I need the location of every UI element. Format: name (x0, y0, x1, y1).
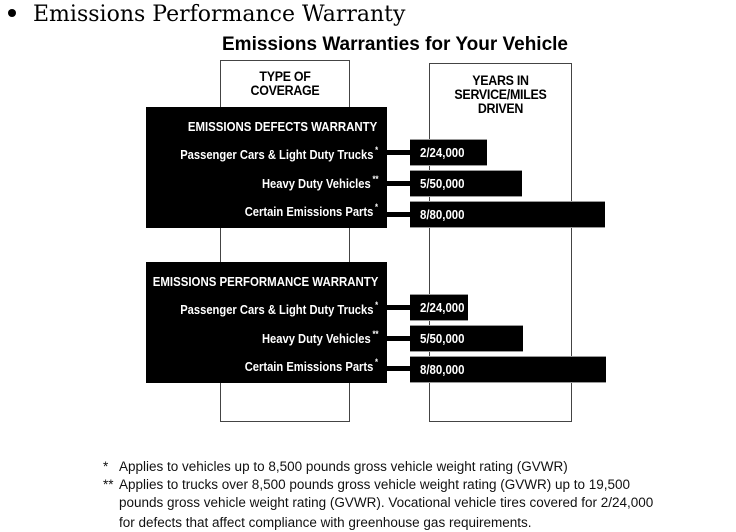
row-label: Passenger Cars & Light Duty Trucks * (180, 299, 378, 317)
chart-title: Emissions Warranties for Your Vehicle (222, 34, 568, 55)
coverage-bar: 5/50,000 (410, 325, 523, 352)
coverage-value: 8/80,000 (420, 362, 465, 377)
connector-line (387, 366, 411, 371)
footnote-text: Applies to trucks over 8,500 pounds gros… (119, 477, 631, 492)
footnote-mark: ** (103, 477, 114, 492)
coverage-value: 8/80,000 (420, 207, 465, 222)
footnote-text: Applies to vehicles up to 8,500 pounds g… (119, 459, 568, 474)
coverage-header-line: TYPE OF (259, 69, 311, 84)
coverage-bar: 8/80,000 (410, 356, 606, 383)
connector-line (387, 212, 411, 217)
service-header-line: SERVICE/MILES (454, 87, 547, 102)
footnote-mark: * (103, 459, 109, 474)
footnotes: * Applies to vehicles up to 8,500 pounds… (103, 458, 653, 532)
defects-warranty-title: EMISSIONS DEFECTS WARRANTY (187, 119, 377, 134)
coverage-value: 2/24,000 (420, 300, 465, 315)
footnote-single-asterisk: * Applies to vehicles up to 8,500 pounds… (103, 458, 653, 476)
coverage-bar: 8/80,000 (410, 201, 605, 228)
service-column-header: YEARS IN SERVICE/MILES DRIVEN (436, 74, 566, 116)
service-header-line: YEARS IN (472, 73, 529, 88)
performance-warranty-title: EMISSIONS PERFORMANCE WARRANTY (152, 274, 378, 289)
connector-line (387, 336, 411, 341)
coverage-value: 5/50,000 (420, 331, 465, 346)
row-label: Heavy Duty Vehicles ** (261, 328, 378, 346)
service-header-line: DRIVEN (477, 101, 524, 116)
row-label: Passenger Cars & Light Duty Trucks * (180, 144, 378, 162)
connector-line (387, 181, 411, 186)
section-heading: Emissions Performance Warranty (8, 1, 405, 29)
coverage-value: 5/50,000 (420, 176, 465, 191)
bullet-icon (8, 9, 16, 17)
connector-line (387, 150, 411, 155)
coverage-bar: 2/24,000 (410, 294, 468, 321)
connector-line (387, 305, 411, 310)
coverage-bar: 2/24,000 (410, 139, 487, 166)
coverage-column-header: TYPE OF COVERAGE (226, 70, 344, 98)
coverage-header-line: COVERAGE (250, 83, 320, 98)
footnote-double-asterisk: ** Applies to trucks over 8,500 pounds g… (103, 476, 653, 532)
footnote-text: for defects that affect compliance with … (119, 515, 532, 530)
row-label: Heavy Duty Vehicles ** (261, 173, 378, 191)
defects-warranty-block: EMISSIONS DEFECTS WARRANTY Passenger Car… (146, 107, 387, 228)
row-label: Certain Emissions Parts * (244, 356, 378, 374)
performance-warranty-block: EMISSIONS PERFORMANCE WARRANTY Passenger… (146, 262, 387, 383)
section-heading-text: Emissions Performance Warranty (33, 2, 406, 27)
row-label: Certain Emissions Parts * (244, 201, 378, 219)
footnote-text: pounds gross vehicle weight rating (GVWR… (119, 495, 654, 510)
coverage-bar: 5/50,000 (410, 170, 522, 197)
coverage-value: 2/24,000 (420, 145, 465, 160)
